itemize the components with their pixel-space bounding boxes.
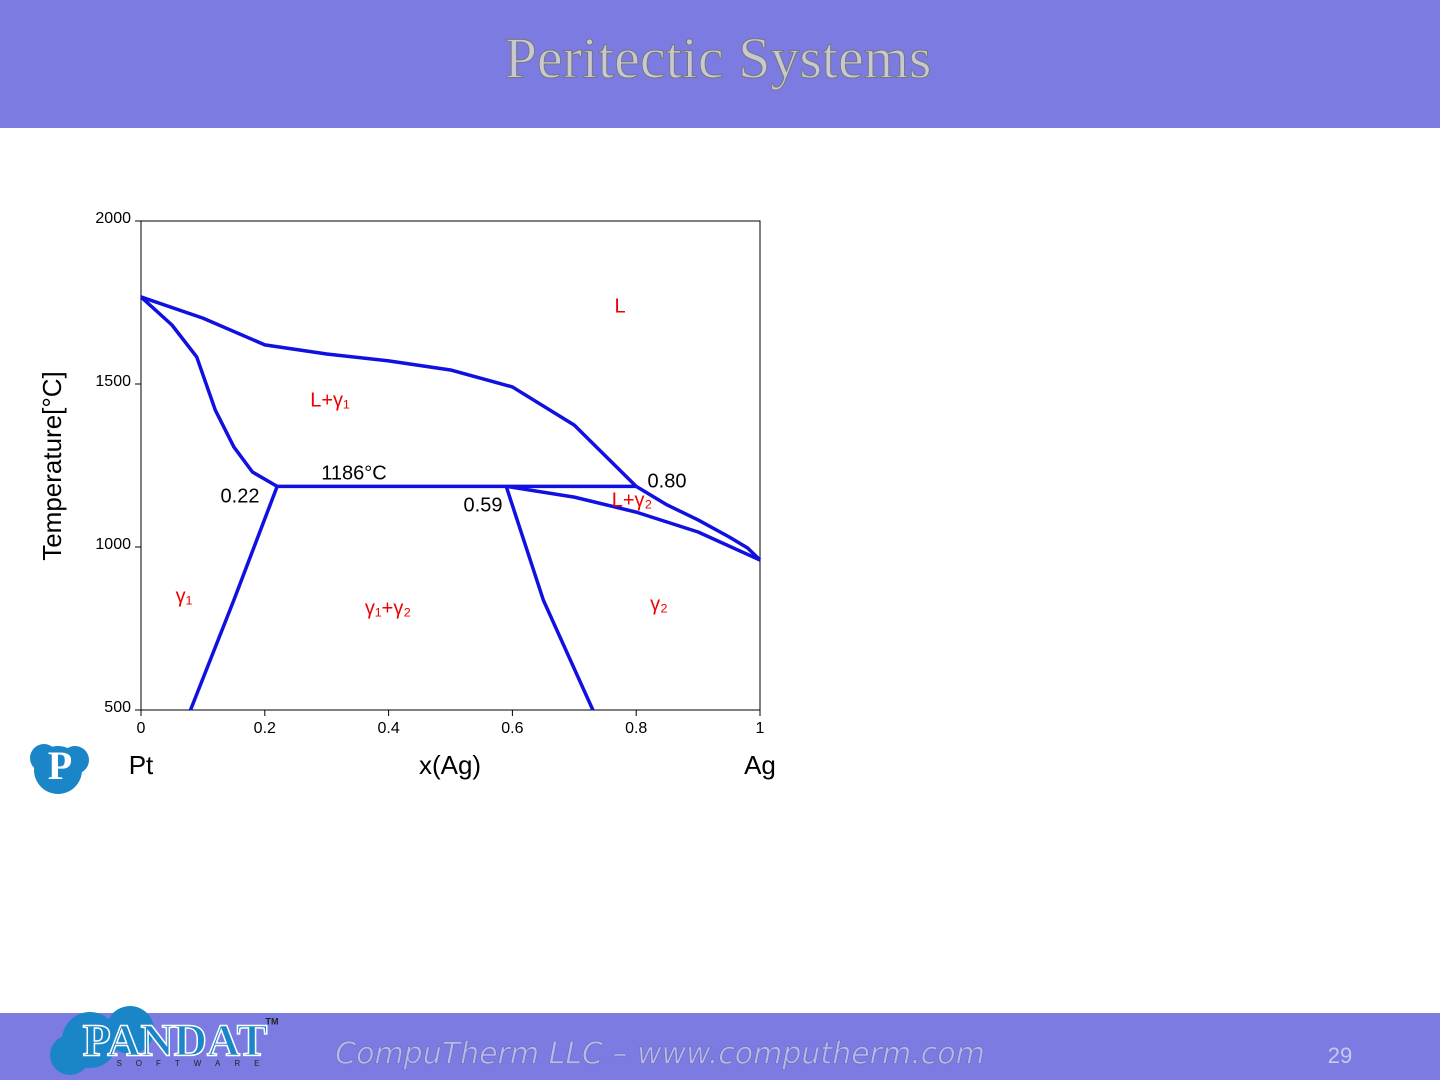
- phase-boundary: [139, 295, 279, 488]
- annotation: γ₁: [176, 585, 193, 607]
- x-tick-label: 0: [137, 720, 146, 737]
- y-axis-label: Temperature[°C]: [37, 371, 67, 561]
- phase-boundary: [140, 295, 638, 488]
- page-number: 29: [1328, 1043, 1352, 1068]
- pandat-logo: PANDAT SOFTWARE TM: [50, 1006, 279, 1075]
- annotation: γ₁+γ₂: [365, 597, 411, 619]
- y-tick-label: 1500: [95, 373, 131, 390]
- y-tick-label: 1000: [95, 536, 131, 553]
- logo-sub: SOFTWARE: [116, 1059, 273, 1068]
- y-tick-label: 500: [104, 699, 131, 716]
- phase-boundary: [188, 485, 279, 711]
- svg-text:P: P: [48, 743, 72, 788]
- x-end-label: Pt: [129, 750, 154, 780]
- logo-text: PANDAT: [83, 1015, 268, 1066]
- header-band: [0, 0, 1440, 128]
- phase-boundary: [504, 485, 595, 711]
- x-tick-label: 0.8: [625, 720, 647, 737]
- x-tick-label: 0.2: [254, 720, 276, 737]
- x-tick-label: 0.6: [501, 720, 523, 737]
- slide-title: Peritectic Systems: [505, 25, 932, 90]
- footer-band: [0, 1013, 1440, 1080]
- phase-boundary: [635, 484, 762, 562]
- annotation: 0.80: [648, 470, 687, 492]
- y-tick-label: 2000: [95, 210, 131, 227]
- annotation: 1186°C: [321, 462, 386, 484]
- phase-boundary: [505, 484, 761, 562]
- x-axis-label: x(Ag): [419, 750, 481, 780]
- footer-text: CompuTherm LLC – www.computherm.com: [335, 1037, 985, 1072]
- x-tick-label: 0.4: [377, 720, 399, 737]
- annotation: L+γ₁: [310, 389, 350, 411]
- annotation: L+γ₂: [612, 489, 653, 511]
- annotation: 0.22: [221, 485, 260, 507]
- x-tick-label: 1: [756, 720, 765, 737]
- p-logo: P: [30, 743, 89, 794]
- x-end-label: Ag: [744, 750, 776, 780]
- annotation: L: [614, 295, 625, 317]
- annotation: 0.59: [464, 494, 503, 516]
- annotation: γ₂: [650, 593, 668, 615]
- plot-frame: [140, 220, 761, 711]
- trademark: TM: [266, 1016, 279, 1026]
